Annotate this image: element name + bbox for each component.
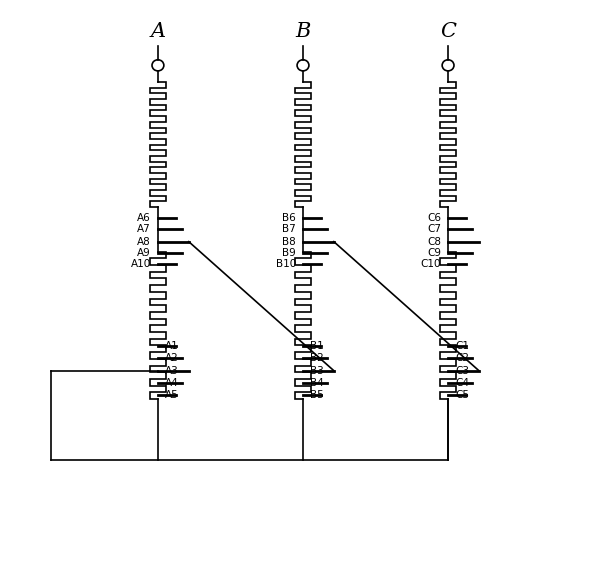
Text: B4: B4 xyxy=(310,378,324,388)
Text: A6: A6 xyxy=(137,213,151,223)
Text: C7: C7 xyxy=(427,225,441,234)
Text: C5: C5 xyxy=(455,390,469,400)
Text: B8: B8 xyxy=(282,237,296,247)
Text: C4: C4 xyxy=(455,378,469,388)
Text: C8: C8 xyxy=(427,237,441,247)
Text: B5: B5 xyxy=(310,390,324,400)
Text: B7: B7 xyxy=(282,225,296,234)
Text: A7: A7 xyxy=(137,225,151,234)
Text: B6: B6 xyxy=(282,213,296,223)
Text: A1: A1 xyxy=(165,341,179,351)
Text: B2: B2 xyxy=(310,353,324,364)
Text: A4: A4 xyxy=(165,378,179,388)
Text: A3: A3 xyxy=(165,365,179,376)
Text: A: A xyxy=(150,22,165,42)
Text: B1: B1 xyxy=(310,341,324,351)
Text: C9: C9 xyxy=(427,248,441,258)
Text: C10: C10 xyxy=(421,259,441,269)
Text: C1: C1 xyxy=(455,341,469,351)
Text: A8: A8 xyxy=(137,237,151,247)
Text: B: B xyxy=(295,22,311,42)
Text: B9: B9 xyxy=(282,248,296,258)
Text: C2: C2 xyxy=(455,353,469,364)
Text: A5: A5 xyxy=(165,390,179,400)
Text: B3: B3 xyxy=(310,365,324,376)
Text: A2: A2 xyxy=(165,353,179,364)
Text: C: C xyxy=(440,22,456,42)
Text: A9: A9 xyxy=(137,248,151,258)
Text: C3: C3 xyxy=(455,365,469,376)
Text: C6: C6 xyxy=(427,213,441,223)
Text: A10: A10 xyxy=(130,259,151,269)
Text: B10: B10 xyxy=(276,259,296,269)
